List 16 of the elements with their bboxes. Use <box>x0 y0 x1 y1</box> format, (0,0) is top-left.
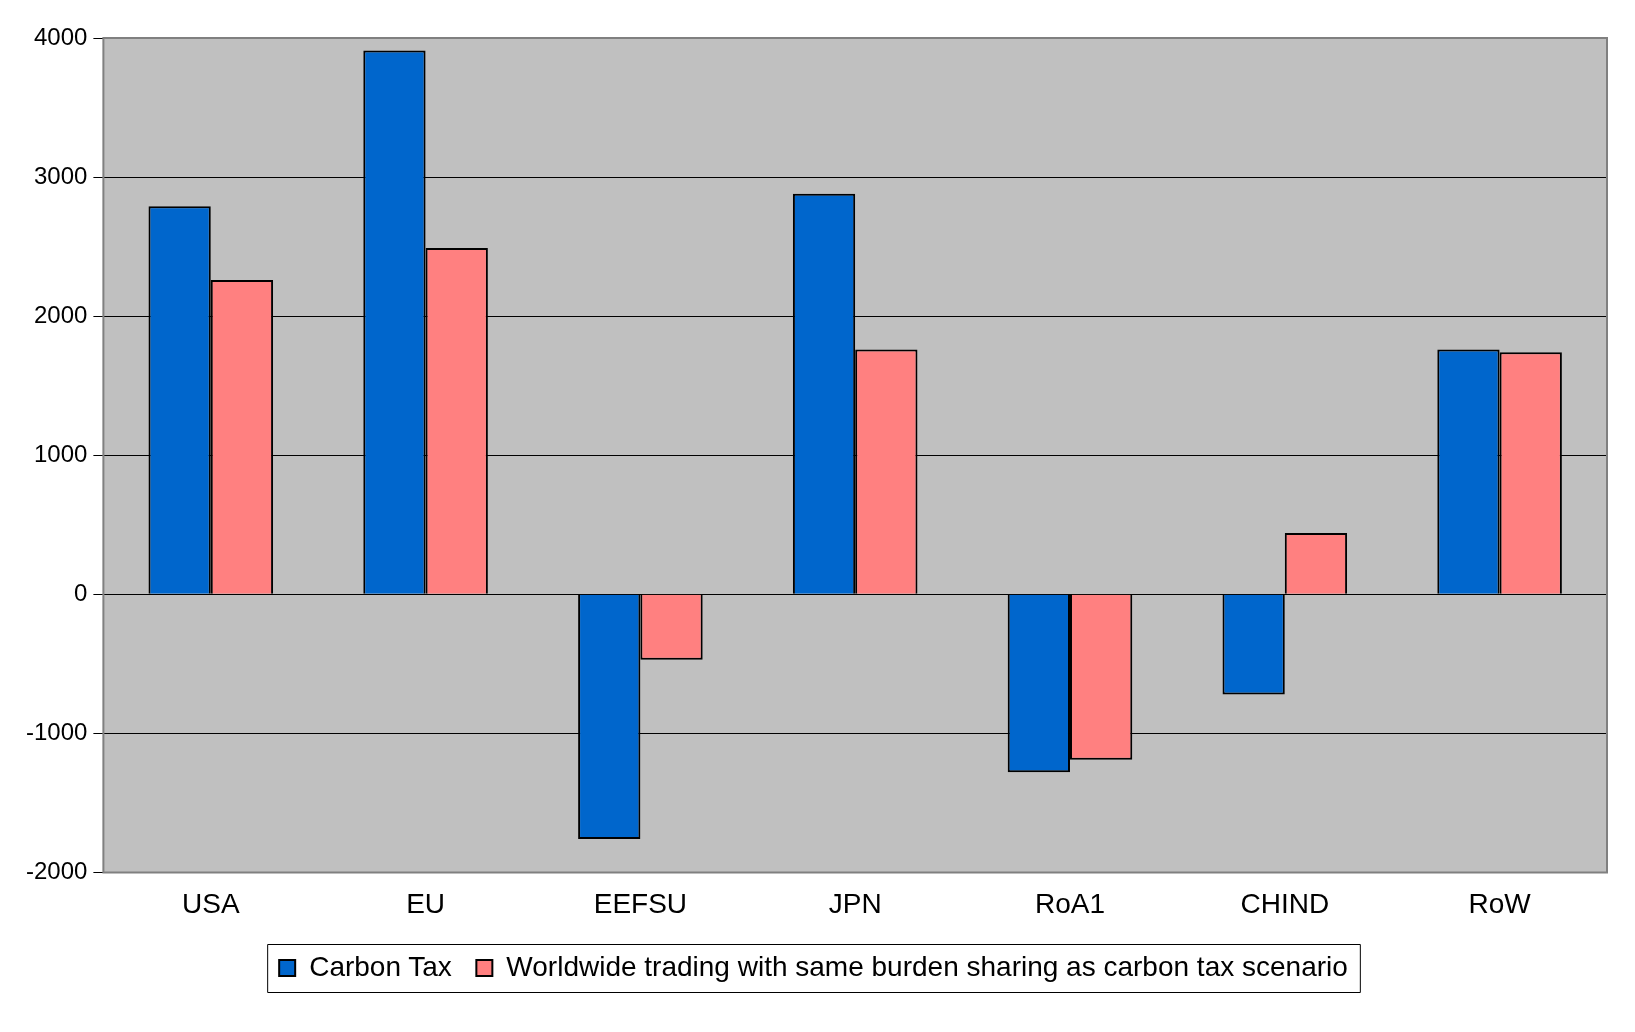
x-tick-label: RoW <box>1468 887 1532 919</box>
legend-label: Worldwide trading with same burden sharing as carbon tax scenario <box>506 950 1348 982</box>
y-tick-label: 3000 <box>33 161 88 189</box>
y-tick-label: 1000 <box>33 439 88 467</box>
y-tick-label: -1000 <box>25 717 88 745</box>
y-tick-label: 4000 <box>33 22 88 50</box>
y-tick-label: -2000 <box>25 857 88 885</box>
x-tick-label: CHIND <box>1240 887 1330 919</box>
x-tick-label: EEFSU <box>593 887 688 919</box>
x-tick-label: EU <box>406 887 446 919</box>
x-tick-label: USA <box>181 887 240 919</box>
x-tick-label: RoA1 <box>1034 887 1106 919</box>
legend-label: Carbon Tax <box>309 950 452 982</box>
x-tick-label: JPN <box>828 887 882 919</box>
y-tick-label: 2000 <box>33 300 88 328</box>
y-tick-label: 0 <box>74 578 88 606</box>
